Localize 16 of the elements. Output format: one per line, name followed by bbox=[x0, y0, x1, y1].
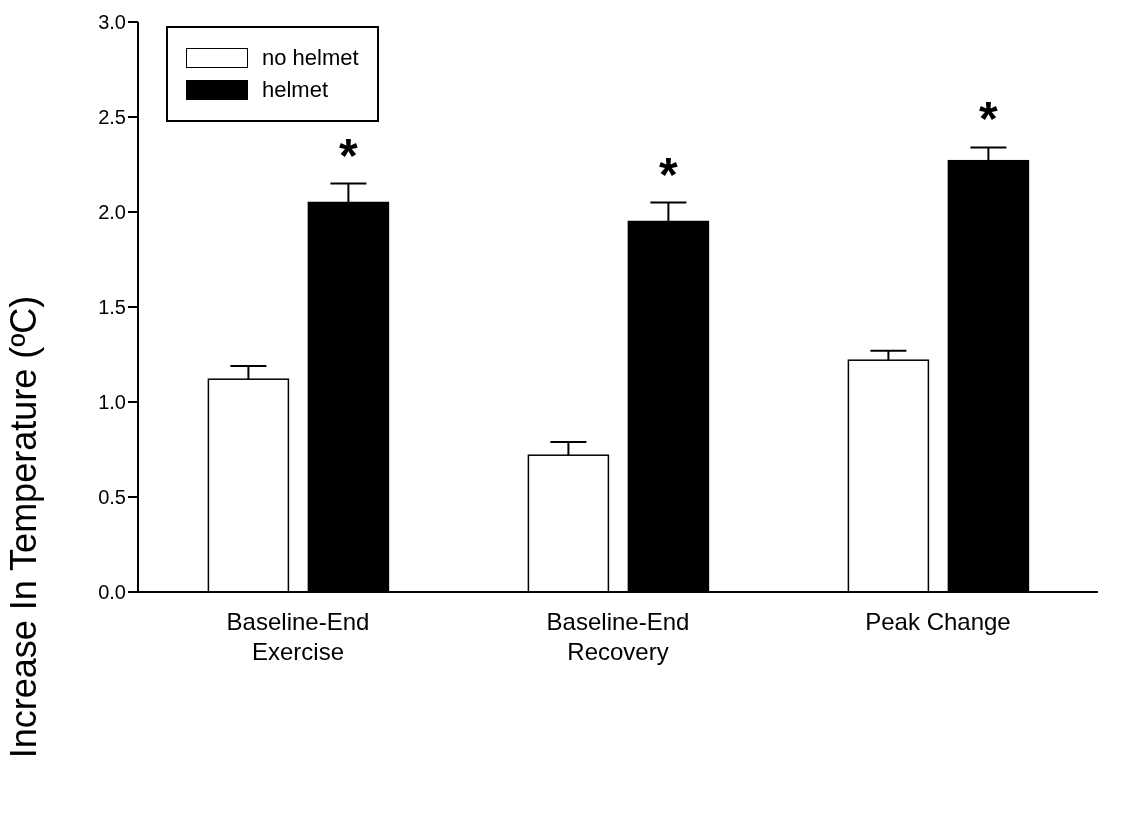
x-tick-label: Baseline-End Exercise bbox=[226, 608, 370, 665]
y-tick-label: 2.0 bbox=[98, 201, 126, 224]
y-tick-label: 0.5 bbox=[98, 486, 126, 509]
x-tick-label: Baseline-End Recovery bbox=[546, 608, 690, 665]
y-tick-label: 3.0 bbox=[98, 11, 126, 34]
x-tick-label: Peak Change bbox=[865, 608, 1011, 635]
y-tick-label: 0.0 bbox=[98, 581, 126, 604]
y-tick-label: 1.0 bbox=[98, 391, 126, 414]
annotation: * bbox=[659, 147, 679, 201]
y-tick-label: 2.5 bbox=[98, 106, 126, 129]
legend-label: no helmet bbox=[262, 45, 359, 71]
annotation: * bbox=[979, 92, 999, 146]
legend-label: helmet bbox=[262, 77, 329, 103]
annotation: * bbox=[339, 128, 359, 182]
y-tick-label: 1.5 bbox=[98, 296, 126, 319]
y-axis-title: Increase In Temperature (ºC) bbox=[2, 295, 44, 759]
